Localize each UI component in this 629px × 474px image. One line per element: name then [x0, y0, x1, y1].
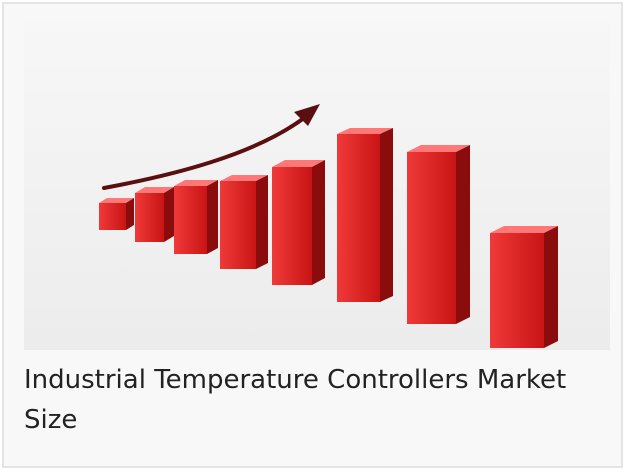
bar	[337, 128, 393, 302]
trend-arrow	[102, 104, 320, 190]
bar	[174, 180, 218, 254]
bar	[407, 145, 470, 324]
card-caption[interactable]: Industrial Temperature Controllers Marke…	[24, 365, 567, 435]
bar	[490, 226, 558, 348]
bar	[135, 187, 174, 242]
bars	[99, 128, 558, 348]
card[interactable]: Industrial Temperature Controllers Marke…	[2, 2, 623, 468]
bar	[220, 175, 268, 269]
bar	[99, 198, 134, 230]
bar	[272, 160, 325, 285]
illustration	[24, 20, 610, 350]
